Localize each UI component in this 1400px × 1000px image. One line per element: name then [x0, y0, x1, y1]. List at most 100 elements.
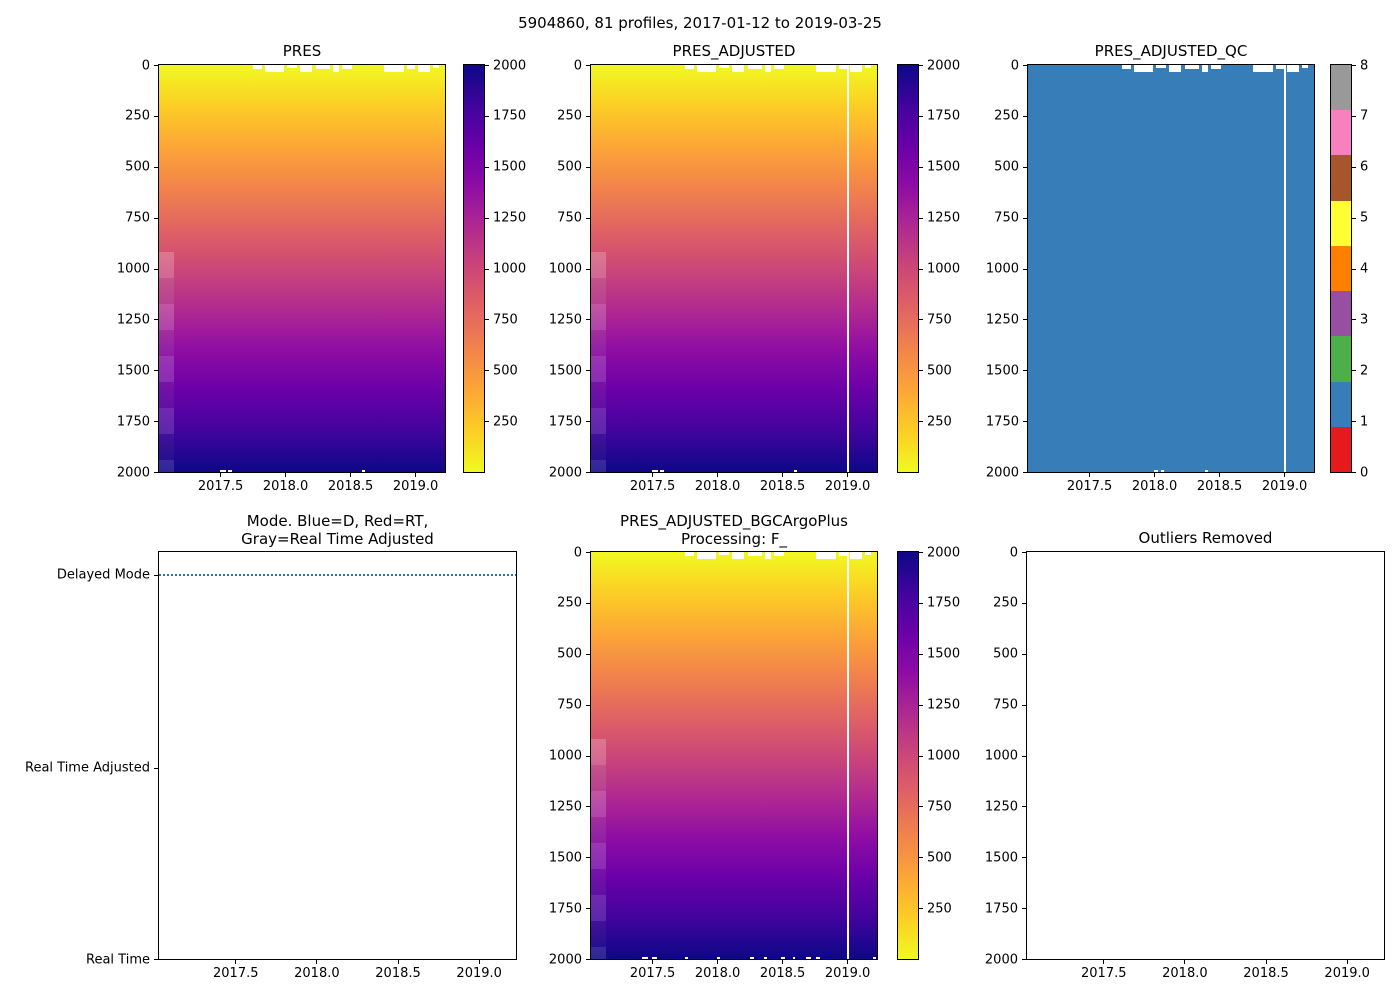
qc-colorbar-tick: 0	[1352, 465, 1368, 480]
missing-data-notch	[1201, 65, 1208, 72]
x-tick-label: 2017.5	[629, 479, 676, 494]
y-tick: 1750	[117, 414, 158, 429]
colorbar-tick-label: 1250	[927, 210, 961, 226]
y-tick: 250	[994, 109, 1027, 124]
qc-colorbar-segment	[1331, 426, 1351, 472]
colorbar-tick: 750	[485, 312, 518, 327]
missing-data-dash	[652, 957, 657, 959]
qc-colorbar-tick: 3	[1352, 312, 1368, 327]
x-tick-label: 2018.5	[375, 966, 421, 981]
bgc-heatmap: 2017.5 2018.0 2018.5 2019.0 0 250 500 750 1000 12…	[549, 545, 878, 981]
qc-colorbar-tick-label: 4	[1360, 261, 1369, 277]
missing-data-notch	[816, 552, 837, 559]
colorbar-tick-label: 1500	[493, 159, 527, 175]
colorbar-tick-label: 1250	[927, 697, 961, 713]
missing-data-dash	[815, 957, 820, 959]
panel-title-pres-adjusted: PRES_ADJUSTED	[672, 42, 796, 60]
mode-label-delayed: Delayed Mode	[56, 567, 150, 583]
missing-data-dash	[872, 957, 877, 959]
y-tick-label: 1750	[548, 901, 582, 917]
y-tick-label: 250	[994, 108, 1019, 124]
y-tick-label: 1250	[116, 312, 150, 328]
missing-data-dash	[1153, 470, 1158, 472]
colorbar-tick: 2000	[919, 58, 960, 73]
y-tick-label: 750	[993, 697, 1018, 713]
colorbar-tick-label: 2000	[927, 545, 961, 560]
y-tick-label: 0	[573, 58, 582, 73]
x-tick-label: 2018.0	[694, 966, 741, 981]
y-tick-label: 2000	[548, 465, 582, 480]
colorbar-tick-label: 1250	[493, 210, 527, 226]
missing-data-notch	[731, 65, 744, 72]
missing-data-notch	[685, 65, 695, 69]
qc-colorbar-segment	[1331, 381, 1351, 427]
qc-colorbar-tick-label: 0	[1360, 465, 1369, 480]
colorbar-tick: 1000	[919, 262, 960, 277]
missing-data-notch	[816, 65, 837, 72]
colorbar-tick-label: 1750	[927, 595, 961, 611]
missing-data-dash	[228, 470, 232, 472]
x-tick: 2018.0	[1162, 960, 1208, 981]
y-tick-label: 1250	[984, 799, 1018, 815]
mode-label-rt: Real Time	[86, 952, 150, 967]
x-tick: 2019.0	[825, 473, 870, 494]
missing-data-notch	[341, 65, 352, 69]
bgc-left-edge-steps	[591, 739, 606, 959]
qc-colorbar: 0 1 2 3 4 5 6 7 8	[1330, 58, 1368, 480]
y-tick-label: 0	[1009, 545, 1018, 560]
y-tick-label: 1000	[116, 261, 150, 277]
missing-data-notch	[299, 65, 312, 72]
x-tick: 2019.0	[456, 960, 502, 981]
colorbar-tick: 250	[919, 901, 952, 916]
qc-colorbar-segment	[1331, 110, 1351, 156]
qc-colorbar-tick-label: 3	[1360, 312, 1369, 328]
missing-data-dash	[792, 957, 796, 959]
colorbar-tick: 250	[485, 414, 518, 429]
qc-colorbar-tick: 4	[1352, 262, 1368, 277]
missing-data-dash	[652, 470, 658, 472]
missing-data-notch	[764, 65, 771, 72]
x-tick: 2017.5	[213, 960, 259, 981]
missing-data-notch	[1301, 65, 1308, 68]
y-tick: 1250	[985, 799, 1026, 814]
y-tick-label: 750	[557, 210, 582, 226]
y-tick-label: 1250	[548, 799, 582, 815]
missing-data-notch	[839, 65, 848, 69]
missing-data-notch	[316, 65, 330, 69]
x-tick: 2018.5	[328, 473, 373, 494]
y-tick-label: 0	[141, 58, 150, 73]
qc-colorbar-segment	[1331, 336, 1351, 382]
missing-data-notch	[1210, 65, 1221, 69]
panel-title-outliers: Outliers Removed	[1138, 529, 1273, 547]
y-tick-label: 0	[1010, 58, 1019, 73]
missing-data-notch	[748, 65, 762, 69]
missing-data-notch	[1134, 65, 1153, 72]
x-tick: 2017.5	[1067, 473, 1112, 494]
missing-profile-line	[847, 65, 850, 472]
y-tick-label: 500	[994, 159, 1019, 175]
qc-colorbar-segment	[1331, 200, 1351, 246]
colorbar-tick-label: 750	[493, 312, 518, 328]
colorbar-tick-label: 500	[927, 850, 952, 866]
y-tick: 250	[125, 109, 158, 124]
y-tick-label: 500	[557, 159, 582, 175]
colorbar-tick: 1750	[919, 109, 960, 124]
bgc-colorbar: 250 500 750 1000 1250 1500 1750 2000	[897, 545, 960, 960]
missing-data-notch	[332, 65, 339, 72]
x-tick-label: 2017.5	[629, 966, 676, 981]
colorbar-tick: 1500	[919, 160, 960, 175]
colorbar-tick: 500	[485, 363, 518, 378]
y-tick-label: 250	[557, 108, 582, 124]
y-tick: 0	[1011, 58, 1027, 73]
bgc-heatmap-gradient	[591, 552, 877, 959]
missing-data-notch	[731, 552, 744, 559]
x-tick-label: 2018.5	[759, 479, 806, 494]
y-tick: 0	[1010, 545, 1026, 560]
x-tick-label: 2018.0	[694, 479, 741, 494]
y-tick-label: 250	[993, 595, 1018, 611]
y-tick: 1500	[549, 363, 590, 378]
missing-data-dash	[794, 470, 797, 472]
x-tick: 2018.0	[695, 960, 740, 981]
x-tick: 2018.5	[1197, 473, 1242, 494]
